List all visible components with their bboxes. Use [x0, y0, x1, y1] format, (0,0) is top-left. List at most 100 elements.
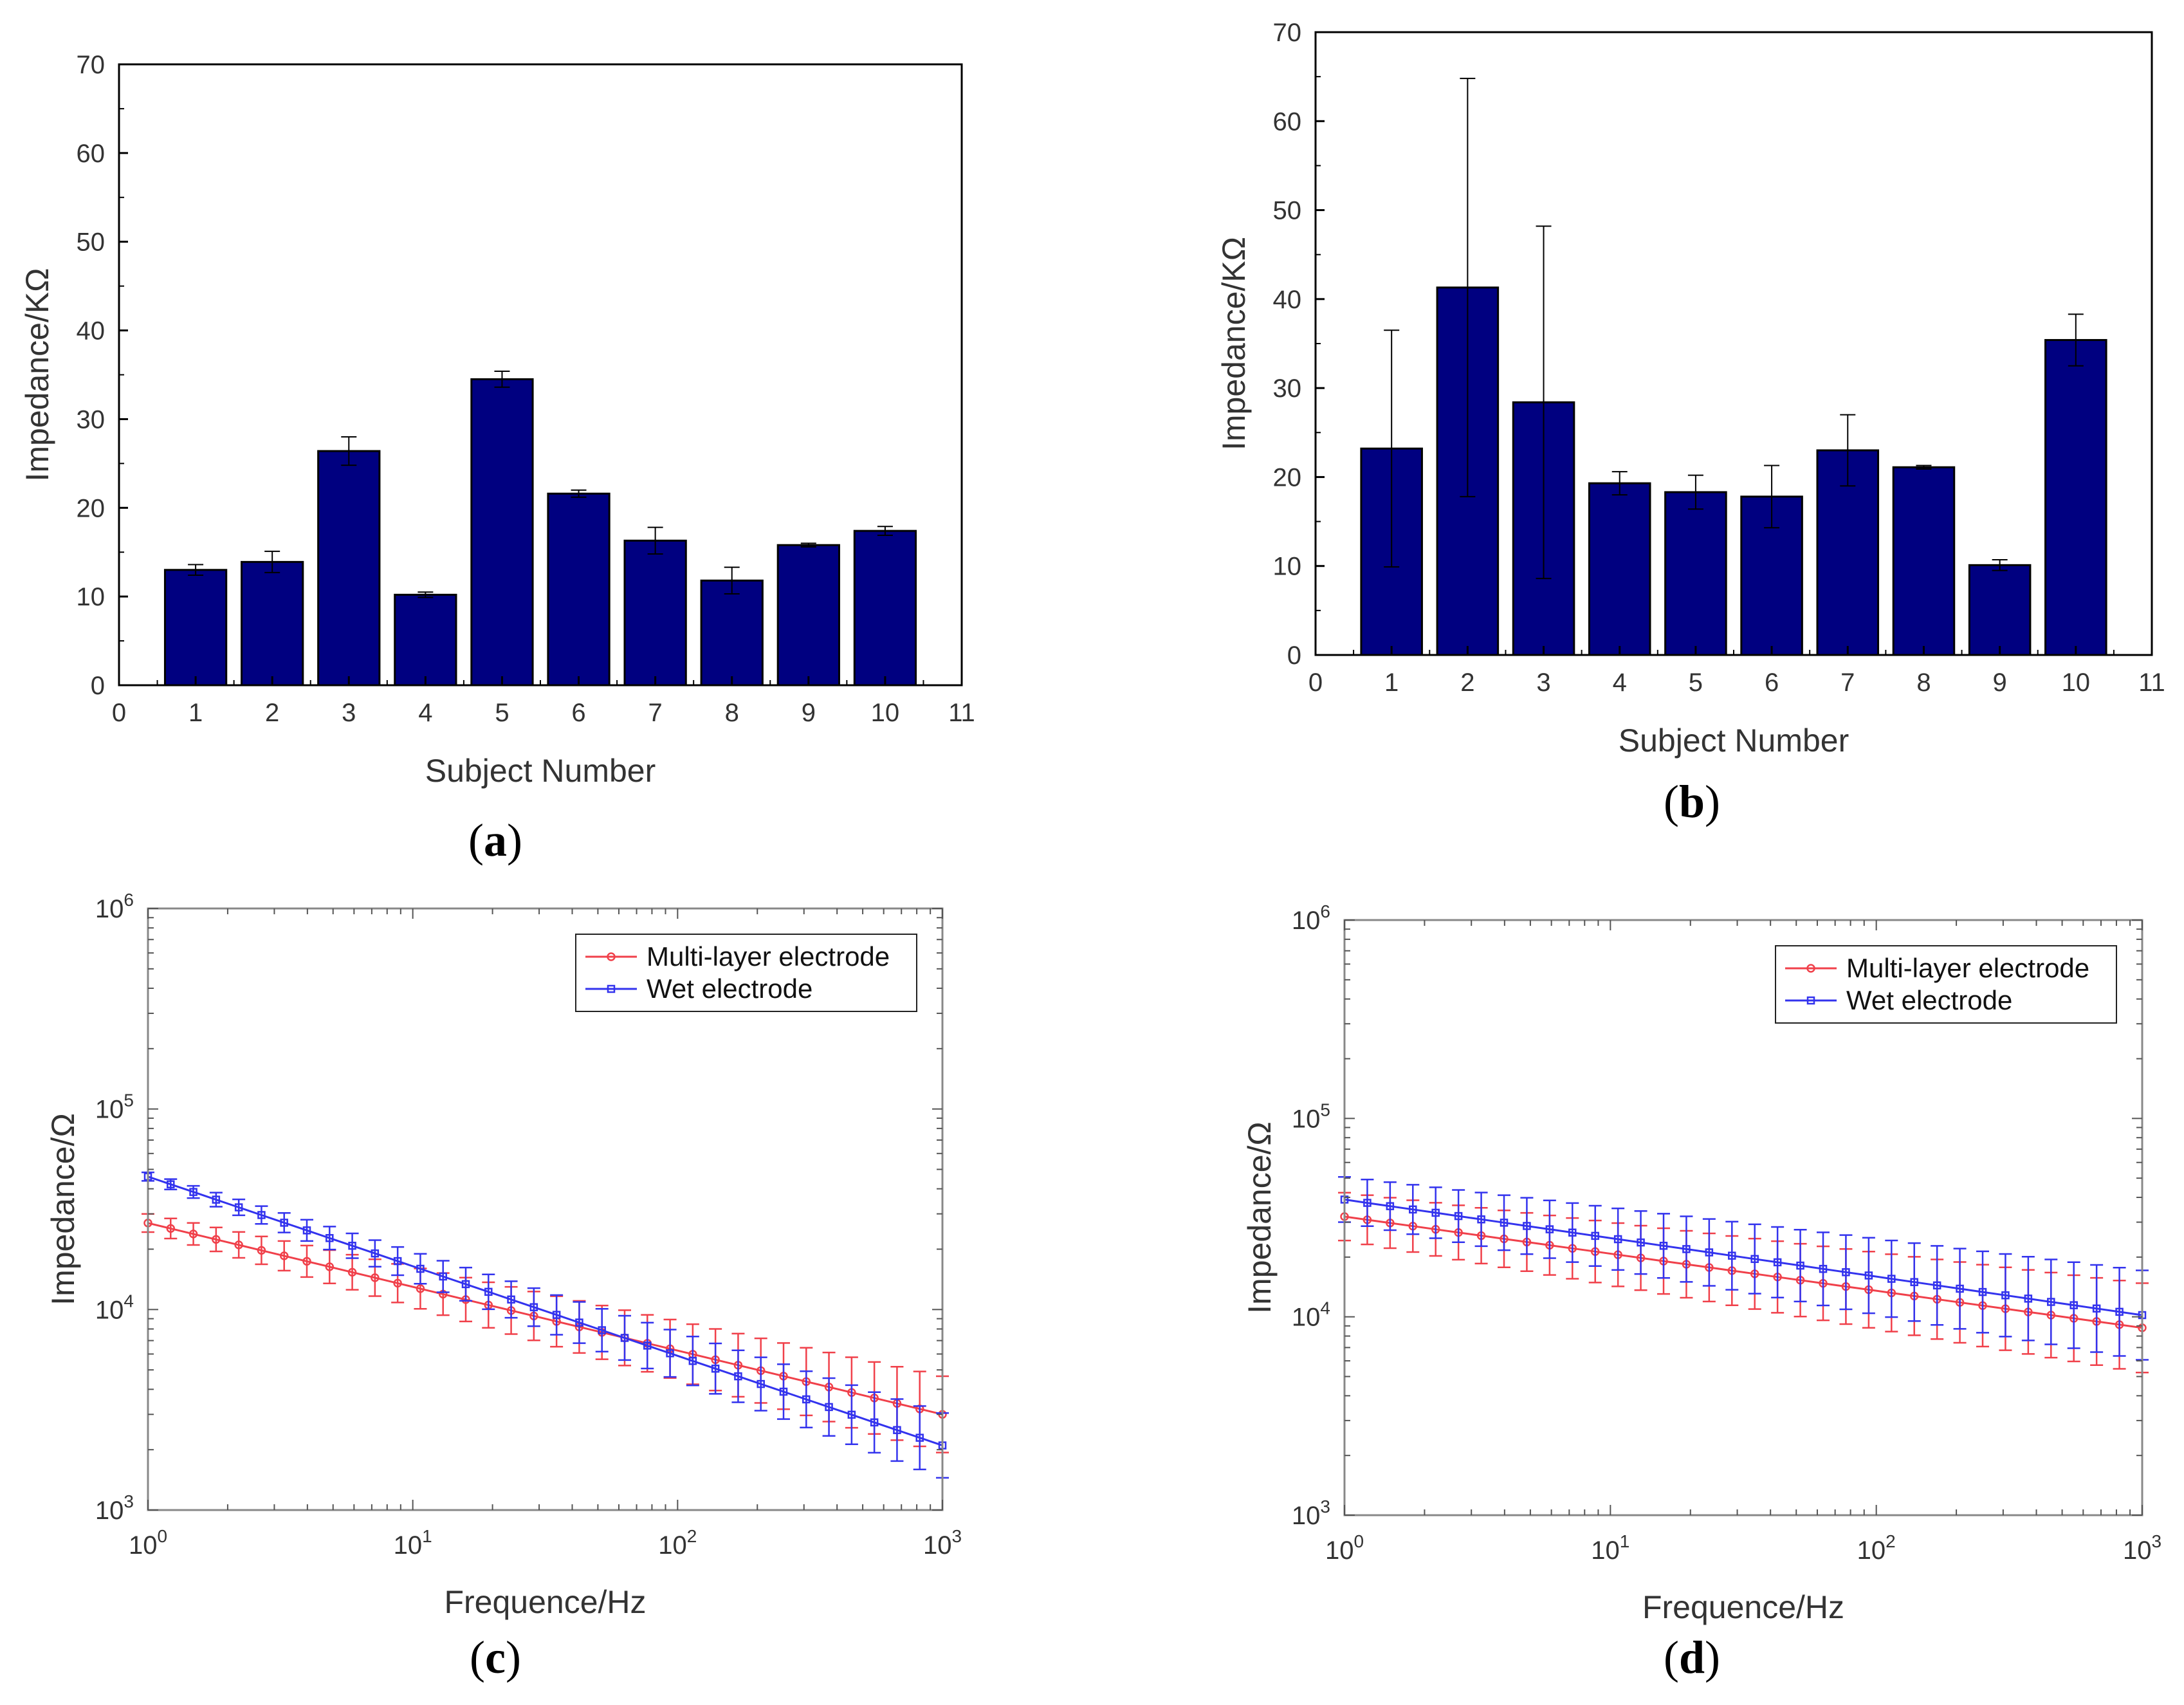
- y-tick-label: 70: [1273, 19, 1302, 47]
- legend-box: [575, 934, 917, 1012]
- y-tick-label: 105: [95, 1091, 134, 1124]
- y-tick-label: 10: [1273, 553, 1302, 581]
- bar: [853, 530, 917, 687]
- x-tick-label: 8: [1916, 668, 1931, 697]
- data-point: [279, 1251, 289, 1260]
- data-point: [1819, 1264, 1828, 1273]
- data-point: [1659, 1242, 1668, 1250]
- data-point: [1728, 1251, 1736, 1260]
- x-tick-label: 100: [1325, 1531, 1364, 1565]
- x-tick-label: 2: [265, 699, 279, 727]
- data-point: [188, 1230, 198, 1239]
- legend-marker: [607, 984, 616, 993]
- legend-label: Multi-layer electrode: [1846, 953, 2089, 983]
- data-point: [302, 1257, 311, 1266]
- data-point: [643, 1341, 652, 1350]
- bar: [547, 492, 610, 687]
- data-point: [529, 1303, 538, 1311]
- x-tick-label: 103: [2123, 1531, 2161, 1565]
- data-point: [1842, 1268, 1850, 1276]
- data-point: [416, 1264, 425, 1273]
- data-point: [1386, 1202, 1395, 1210]
- y-tick-label: 50: [1273, 197, 1302, 225]
- y-tick-label: 104: [95, 1291, 134, 1324]
- x-axis-label: Frequence/Hz: [444, 1584, 646, 1620]
- data-point: [1705, 1248, 1714, 1257]
- y-tick-label: 70: [77, 51, 106, 79]
- data-point: [166, 1224, 176, 1233]
- y-tick-label: 104: [1292, 1298, 1330, 1332]
- data-point: [371, 1273, 380, 1282]
- data-point: [2115, 1307, 2124, 1316]
- data-point: [326, 1234, 334, 1242]
- y-tick-label: 20: [77, 494, 106, 522]
- x-tick-label: 100: [129, 1526, 167, 1560]
- data-point: [1864, 1271, 1873, 1280]
- data-point: [915, 1433, 924, 1442]
- panel-d: 100 101 102 103 103 104 105 106 Frequence/Hz Impe…: [1242, 901, 2161, 1625]
- data-point: [393, 1278, 402, 1288]
- data-point: [348, 1241, 356, 1250]
- x-tick-label: 4: [418, 699, 432, 727]
- data-point: [847, 1410, 856, 1419]
- x-tick-label: 5: [1689, 668, 1703, 697]
- x-tick-label: 6: [571, 699, 585, 727]
- data-point: [688, 1357, 697, 1365]
- legend-marker: [1806, 964, 1815, 973]
- x-tick-label: 10: [871, 699, 900, 727]
- data-point: [393, 1257, 402, 1266]
- panel-label-b: (b): [1664, 776, 1720, 827]
- y-tick-label: 0: [91, 672, 105, 700]
- data-point: [1431, 1208, 1440, 1217]
- data-point: [2024, 1295, 2033, 1303]
- x-tick-label: 8: [725, 699, 739, 727]
- y-tick-label: 103: [1292, 1497, 1330, 1530]
- bar: [163, 569, 228, 687]
- x-tick-label: 9: [1993, 668, 2007, 697]
- data-point: [257, 1211, 266, 1219]
- data-point: [870, 1418, 879, 1427]
- data-point: [757, 1379, 765, 1388]
- bar: [1968, 564, 2032, 656]
- bar: [623, 539, 687, 687]
- data-point: [439, 1272, 447, 1281]
- data-point: [234, 1240, 243, 1249]
- data-point: [802, 1395, 811, 1404]
- data-point: [1978, 1287, 1987, 1296]
- data-point: [893, 1426, 901, 1434]
- data-point: [212, 1195, 221, 1204]
- data-point: [666, 1349, 674, 1358]
- data-point: [1500, 1219, 1509, 1227]
- data-point: [325, 1262, 335, 1271]
- legend-label: Multi-layer electrode: [647, 941, 890, 972]
- data-point: [1454, 1212, 1463, 1221]
- y-axis-label: Impedance/KΩ: [19, 268, 55, 481]
- series-line: [147, 1222, 943, 1415]
- data-point: [507, 1295, 515, 1304]
- data-point: [734, 1372, 742, 1381]
- x-tick-label: 3: [342, 699, 356, 727]
- bar: [2044, 338, 2107, 656]
- bar: [241, 560, 304, 687]
- bar: [470, 378, 534, 687]
- data-point: [1956, 1284, 1964, 1293]
- x-tick-label: 101: [394, 1526, 432, 1560]
- data-point: [371, 1249, 380, 1258]
- data-point: [1773, 1258, 1782, 1267]
- x-tick-label: 11: [948, 699, 975, 727]
- bar: [317, 450, 381, 687]
- x-tick-label: 7: [648, 699, 663, 727]
- bar: [776, 544, 840, 687]
- y-axis-label: Impedance/Ω: [45, 1113, 81, 1305]
- x-tick-label: 2: [1460, 668, 1474, 697]
- data-point: [1613, 1235, 1622, 1244]
- x-tick-label: 1: [1384, 668, 1399, 697]
- data-point: [461, 1280, 470, 1289]
- panel-a: 0 1 2 3 4 5 6 7 8 9 10 11 0 10 20 30 40 50 60 70 Subject Num…: [19, 51, 975, 789]
- data-point: [1568, 1228, 1577, 1237]
- data-point: [1523, 1222, 1531, 1230]
- data-point: [1887, 1275, 1896, 1283]
- x-axis-label: Subject Number: [425, 753, 656, 789]
- x-tick-label: 102: [1857, 1531, 1896, 1565]
